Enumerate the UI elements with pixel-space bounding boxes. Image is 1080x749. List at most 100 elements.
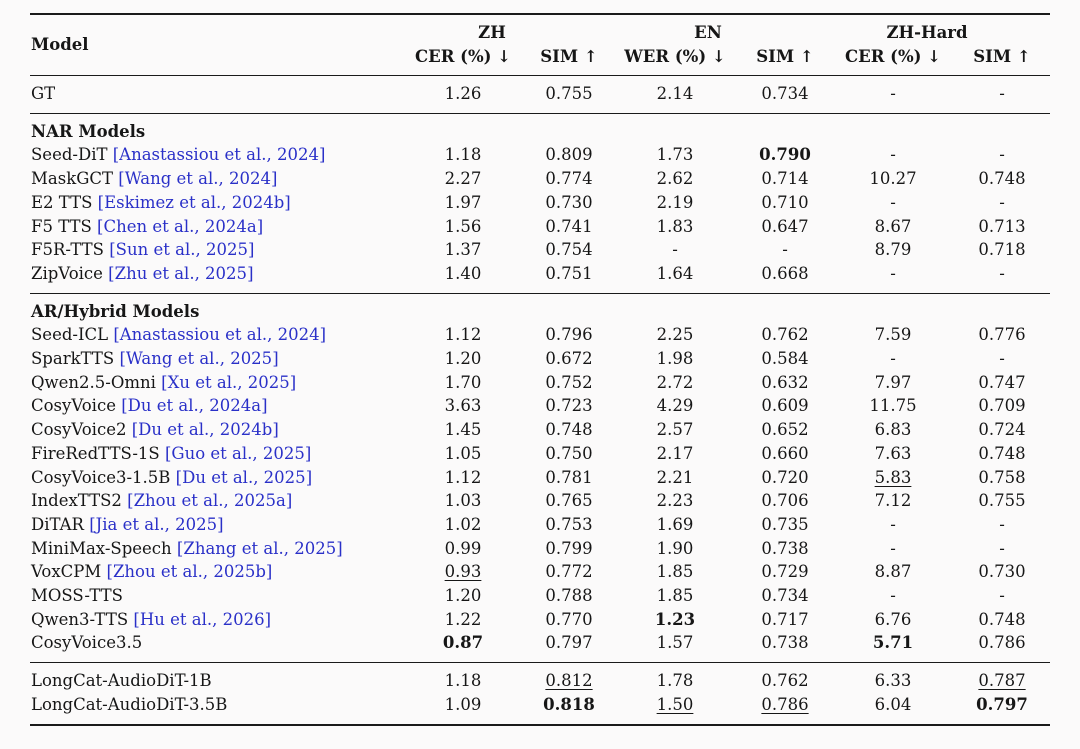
metric-value: 0.748 — [978, 609, 1026, 629]
metric-value: 0.762 — [761, 325, 809, 345]
table-row: CosyVoice [Du et al., 2024a] 3.63 0.723 4.2… — [30, 394, 1050, 418]
metric-value: 1.85 — [656, 586, 694, 606]
metric-value: 6.33 — [874, 671, 912, 691]
section-title: NAR Models — [31, 121, 146, 141]
citation-bracket-close: ] — [305, 467, 313, 487]
model-name: MiniMax-Speech — [31, 538, 172, 558]
metric-value: 0.660 — [761, 443, 809, 463]
table-row: SparkTTS [Wang et al., 2025] 1.20 0.672 1.9… — [30, 347, 1050, 371]
citation-link[interactable]: Chen et al., 2024a — [103, 216, 257, 236]
metric-value: - — [890, 514, 896, 534]
table-row: GT 1.26 0.755 2.14 0.734 - - — [30, 76, 1050, 114]
metric-value: 6.76 — [874, 609, 912, 629]
metric-value: 0.776 — [978, 325, 1026, 345]
metric-value: 0.790 — [759, 145, 811, 165]
citation-link[interactable]: Zhou et al., 2025a — [133, 491, 286, 511]
metric-value: 8.87 — [874, 562, 912, 582]
table-row: Qwen2.5-Omni [Xu et al., 2025] 1.70 0.752 2… — [30, 371, 1050, 395]
model-name: CosyVoice3-1.5B — [31, 467, 171, 487]
metric-value: 2.19 — [656, 192, 694, 212]
model-cell: SparkTTS [Wang et al., 2025] — [30, 347, 400, 371]
citation-bracket-close: ] — [272, 349, 279, 369]
metric-value: 1.50 — [656, 694, 694, 714]
model-cell: GT — [30, 76, 400, 114]
citation-link[interactable]: Zhang et al., 2025 — [183, 538, 337, 558]
model-name: IndexTTS2 — [31, 491, 122, 511]
metric-value: 0.93 — [444, 562, 482, 582]
metric-value: 2.14 — [656, 84, 694, 103]
column-header-en-sim: SIM ↑ — [756, 47, 814, 66]
column-group-zh-hard: ZH-Hard — [886, 23, 968, 42]
citation-link[interactable]: Du et al., 2025 — [182, 467, 306, 487]
model-name: Seed-DiT — [31, 145, 108, 165]
metric-value: 1.09 — [444, 694, 482, 714]
metric-value: 0.797 — [545, 633, 593, 653]
results-table: Model ZH EN ZH-Hard CER (%) ↓ SIM ↑ WER … — [30, 13, 1050, 726]
citation-bracket-close: ] — [289, 372, 297, 392]
citation-link[interactable]: Zhu et al., 2025 — [114, 263, 248, 283]
table-row: Seed-ICL [Anastassiou et al., 2024] 1.12 0… — [30, 323, 1050, 347]
table-row: Qwen3-TTS [Hu et al., 2026] 1.22 0.770 1.23… — [30, 608, 1050, 632]
table-section: LongCat-AudioDiT-1B 1.18 0.812 1.78 0.762 6.3… — [30, 663, 1050, 725]
section-header-row: NAR Models — [30, 113, 1050, 143]
metric-value: 0.738 — [761, 538, 809, 558]
model-cell: MOSS-TTS — [30, 584, 400, 608]
column-header-zh-cer: CER (%) ↓ — [414, 47, 512, 66]
citation-bracket-close: ] — [319, 145, 326, 165]
metric-value: 1.83 — [656, 216, 694, 236]
citation-link[interactable]: Sun et al., 2025 — [115, 240, 248, 260]
citation-bracket-open: [ — [91, 216, 104, 236]
model-name: F5R-TTS — [31, 240, 104, 260]
table-row: MiniMax-Speech [Zhang et al., 2025] 0.99 0… — [30, 537, 1050, 561]
metric-value: 0.751 — [545, 263, 593, 283]
citation-link[interactable]: Du et al., 2024b — [138, 420, 273, 440]
citation-link[interactable]: Wang et al., 2024 — [124, 169, 271, 189]
metric-value: 0.734 — [761, 84, 809, 103]
table-row: E2 TTS [Eskimez et al., 2024b] 1.97 0.730 2… — [30, 191, 1050, 215]
citation-link[interactable]: Xu et al., 2025 — [167, 372, 290, 392]
model-name: Seed-ICL — [31, 325, 109, 345]
model-name: FireRedTTS-1S — [31, 443, 160, 463]
table-header: Model ZH EN ZH-Hard CER (%) ↓ SIM ↑ WER … — [30, 14, 1050, 76]
metric-value: 2.57 — [656, 420, 694, 440]
model-cell: F5 TTS [Chen et al., 2024a] — [30, 215, 400, 239]
citation-link[interactable]: Guo et al., 2025 — [171, 443, 305, 463]
table-row: F5R-TTS [Sun et al., 2025] 1.37 0.754 - - 8.7… — [30, 238, 1050, 262]
metric-value: 2.72 — [656, 372, 694, 392]
metric-value: - — [890, 84, 896, 103]
metric-value: 1.02 — [444, 514, 482, 534]
model-cell: CosyVoice2 [Du et al., 2024b] — [30, 418, 400, 442]
metric-value: 0.787 — [978, 671, 1026, 691]
citation-link[interactable]: Eskimez et al., 2024b — [104, 192, 285, 212]
metric-value: 1.12 — [444, 467, 482, 487]
metric-value: 2.62 — [656, 169, 694, 189]
citation-link[interactable]: Zhou et al., 2025b — [112, 562, 266, 582]
metric-value: 5.71 — [872, 633, 914, 653]
metric-value: 0.755 — [545, 84, 593, 103]
metric-value: 0.748 — [978, 169, 1026, 189]
citation-link[interactable]: Du et al., 2024a — [127, 396, 262, 416]
metric-value: 1.05 — [444, 443, 482, 463]
metric-value: 8.67 — [874, 216, 912, 236]
citation-link[interactable]: Anastassiou et al., 2024 — [119, 325, 320, 345]
model-cell: ZipVoice [Zhu et al., 2025] — [30, 262, 400, 293]
table-row: LongCat-AudioDiT-1B 1.18 0.812 1.78 0.762 6.3… — [30, 663, 1050, 693]
citation-link[interactable]: Hu et al., 2026 — [139, 609, 265, 629]
table-row: CosyVoice3.5 0.87 0.797 1.57 0.738 5.71 0.786 — [30, 631, 1050, 662]
metric-value: - — [999, 538, 1005, 558]
model-cell: Seed-ICL [Anastassiou et al., 2024] — [30, 323, 400, 347]
table-row: DiTAR [Jia et al., 2025] 1.02 0.753 1.69 0.7… — [30, 513, 1050, 537]
model-cell: DiTAR [Jia et al., 2025] — [30, 513, 400, 537]
metric-value: - — [890, 349, 896, 369]
citation-bracket-open: [ — [107, 145, 120, 165]
citation-link[interactable]: Wang et al., 2025 — [125, 349, 273, 369]
model-cell: CosyVoice3-1.5B [Du et al., 2025] — [30, 466, 400, 490]
metric-value: 0.758 — [978, 467, 1026, 487]
metric-value: 1.78 — [656, 671, 694, 691]
citation-link[interactable]: Jia et al., 2025 — [95, 514, 218, 534]
metric-value: 1.57 — [656, 633, 694, 653]
metric-value: 0.647 — [761, 216, 809, 236]
model-name: CosyVoice — [31, 396, 116, 416]
citation-link[interactable]: Anastassiou et al., 2024 — [119, 145, 319, 165]
